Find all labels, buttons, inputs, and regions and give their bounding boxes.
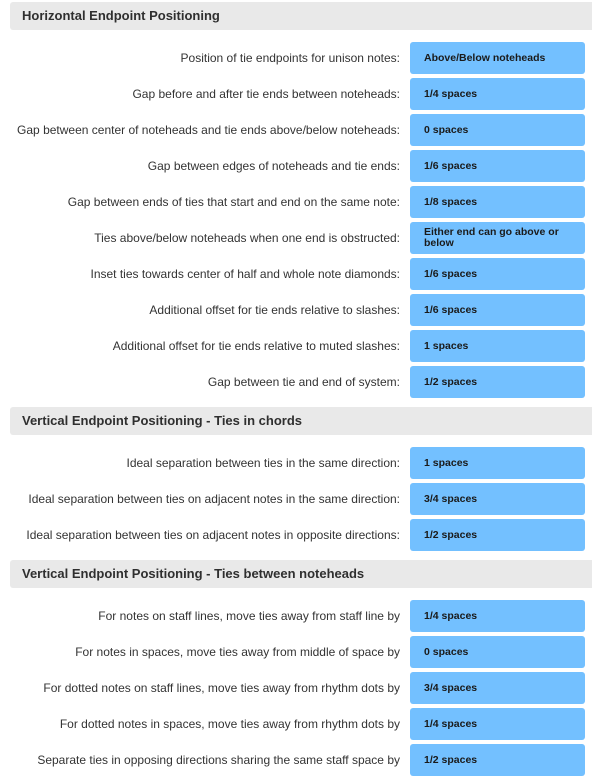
setting-row-dotted-staff-lines: For dotted notes on staff lines, move ti… bbox=[0, 672, 592, 704]
setting-row-opposing-directions: Separate ties in opposing directions sha… bbox=[0, 744, 592, 776]
setting-label: Gap before and after tie ends between no… bbox=[132, 87, 400, 101]
setting-label: Ideal separation between ties on adjacen… bbox=[26, 528, 400, 542]
setting-value-field[interactable]: 1/2 spaces bbox=[410, 519, 585, 551]
setting-label: Gap between ends of ties that start and … bbox=[67, 195, 400, 209]
setting-row-separation-same-direction: Ideal separation between ties in the sam… bbox=[0, 447, 592, 479]
setting-row-gap-end-of-system: Gap between tie and end of system: 1/2 s… bbox=[0, 366, 592, 398]
setting-row-gap-before-after-tie-ends: Gap before and after tie ends between no… bbox=[0, 78, 592, 110]
setting-row-gap-edges-noteheads: Gap between edges of noteheads and tie e… bbox=[0, 150, 592, 182]
setting-row-separation-adjacent-opposite: Ideal separation between ties on adjacen… bbox=[0, 519, 592, 551]
setting-value-field[interactable]: 1 spaces bbox=[410, 330, 585, 362]
setting-label: Ties above/below noteheads when one end … bbox=[94, 231, 400, 245]
setting-value-field[interactable]: 1/4 spaces bbox=[410, 78, 585, 110]
setting-row-spaces: For notes in spaces, move ties away from… bbox=[0, 636, 592, 668]
section-header-ties-in-chords: Vertical Endpoint Positioning - Ties in … bbox=[10, 407, 592, 435]
setting-value-field[interactable]: Either end can go above or below bbox=[410, 222, 585, 254]
setting-label: Position of tie endpoints for unison not… bbox=[180, 51, 400, 65]
setting-row-offset-muted-slashes: Additional offset for tie ends relative … bbox=[0, 330, 592, 362]
setting-label: Additional offset for tie ends relative … bbox=[112, 339, 400, 353]
setting-value-field[interactable]: 1/2 spaces bbox=[410, 744, 585, 776]
setting-label: Ideal separation between ties in the sam… bbox=[126, 456, 401, 470]
setting-value-field[interactable]: 1/6 spaces bbox=[410, 150, 585, 182]
setting-label: Separate ties in opposing directions sha… bbox=[37, 753, 400, 767]
setting-row-offset-slashes: Additional offset for tie ends relative … bbox=[0, 294, 592, 326]
setting-row-ties-obstructed: Ties above/below noteheads when one end … bbox=[0, 222, 592, 254]
setting-value-field[interactable]: 1/4 spaces bbox=[410, 600, 585, 632]
setting-label: Gap between center of noteheads and tie … bbox=[17, 123, 400, 137]
setting-label: Gap between tie and end of system: bbox=[207, 375, 400, 389]
setting-value-field[interactable]: 1/6 spaces bbox=[410, 258, 585, 290]
setting-label: Ideal separation between ties on adjacen… bbox=[28, 492, 400, 506]
setting-label: Gap between edges of noteheads and tie e… bbox=[147, 159, 400, 173]
setting-value-field[interactable]: 0 spaces bbox=[410, 636, 585, 668]
setting-value-field[interactable]: 1/8 spaces bbox=[410, 186, 585, 218]
setting-value-field[interactable]: 3/4 spaces bbox=[410, 672, 585, 704]
setting-row-dotted-spaces: For dotted notes in spaces, move ties aw… bbox=[0, 708, 592, 740]
setting-label: Additional offset for tie ends relative … bbox=[149, 303, 400, 317]
setting-row-gap-same-note: Gap between ends of ties that start and … bbox=[0, 186, 592, 218]
section-header-horizontal-endpoint-positioning: Horizontal Endpoint Positioning bbox=[10, 2, 592, 30]
setting-value-field[interactable]: Above/Below noteheads bbox=[410, 42, 585, 74]
setting-row-separation-adjacent-same: Ideal separation between ties on adjacen… bbox=[0, 483, 592, 515]
setting-value-field[interactable]: 1/4 spaces bbox=[410, 708, 585, 740]
setting-row-staff-lines: For notes on staff lines, move ties away… bbox=[0, 600, 592, 632]
setting-value-field[interactable]: 3/4 spaces bbox=[410, 483, 585, 515]
setting-label: Inset ties towards center of half and wh… bbox=[90, 267, 400, 281]
setting-value-field[interactable]: 0 spaces bbox=[410, 114, 585, 146]
section-header-ties-between-noteheads: Vertical Endpoint Positioning - Ties bet… bbox=[10, 560, 592, 588]
setting-row-gap-center-noteheads: Gap between center of noteheads and tie … bbox=[0, 114, 592, 146]
setting-row-inset-ties-diamonds: Inset ties towards center of half and wh… bbox=[0, 258, 592, 290]
setting-label: For notes in spaces, move ties away from… bbox=[75, 645, 400, 659]
setting-value-field[interactable]: 1 spaces bbox=[410, 447, 585, 479]
setting-label: For dotted notes on staff lines, move ti… bbox=[43, 681, 400, 695]
setting-value-field[interactable]: 1/2 spaces bbox=[410, 366, 585, 398]
setting-label: For dotted notes in spaces, move ties aw… bbox=[59, 717, 400, 731]
setting-value-field[interactable]: 1/6 spaces bbox=[410, 294, 585, 326]
setting-row-tie-endpoints-unison: Position of tie endpoints for unison not… bbox=[0, 42, 592, 74]
setting-label: For notes on staff lines, move ties away… bbox=[98, 609, 400, 623]
